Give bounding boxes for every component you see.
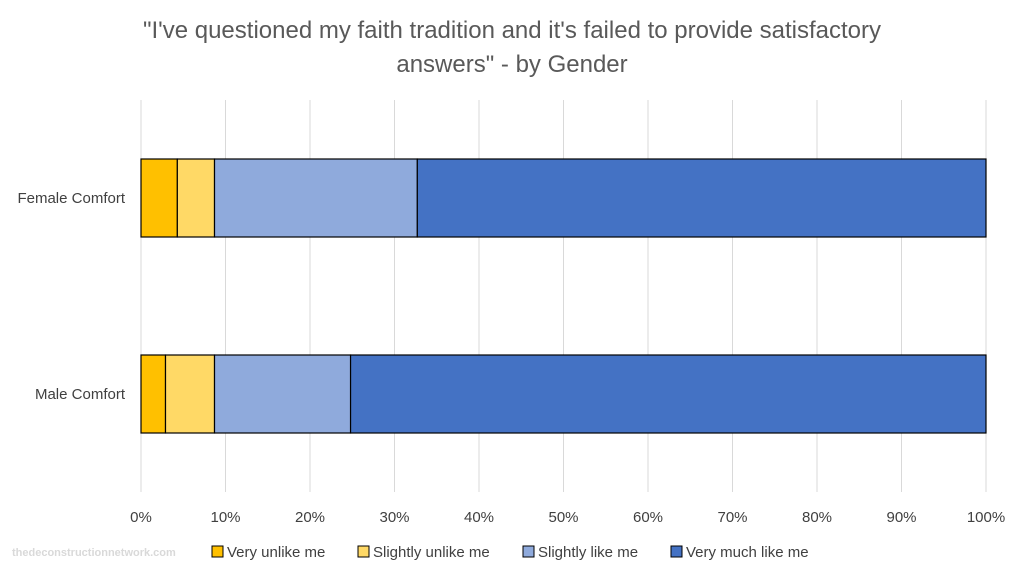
chart-title-line-1: "I've questioned my faith tradition and …: [143, 17, 881, 44]
chart-title-line-2: answers" - by Gender: [396, 51, 627, 78]
x-tick-label: 20%: [295, 509, 325, 526]
category-label: Female Comfort: [17, 190, 125, 207]
bar-segment: [140, 354, 167, 434]
bar-segment: [164, 354, 216, 434]
legend: Very unlike me Slightly unlike me Slightly…: [211, 544, 809, 561]
category-label: Male Comfort: [35, 386, 126, 403]
watermark: thedeconstructionnetwork.com: [12, 547, 176, 559]
legend-label: Very much like me: [686, 544, 809, 561]
legend-swatch: [211, 545, 224, 558]
legend-swatch: [522, 545, 535, 558]
x-tick-label: 90%: [886, 509, 916, 526]
x-tick-label: 50%: [548, 509, 578, 526]
bar-segment: [140, 158, 178, 238]
legend-swatch: [670, 545, 683, 558]
x-tick-label: 40%: [464, 509, 494, 526]
category-labels: Female Comfort Male Comfort: [17, 190, 125, 403]
bars-group: [140, 158, 987, 434]
x-tick-label: 0%: [130, 509, 152, 526]
x-tick-label: 100%: [967, 509, 1005, 526]
legend-label: Slightly unlike me: [373, 544, 490, 561]
x-axis-tick-labels: 0% 10% 20% 30% 40% 50% 60% 70% 80% 90% 100%: [130, 509, 1005, 526]
legend-label: Slightly like me: [538, 544, 638, 561]
x-tick-label: 60%: [633, 509, 663, 526]
legend-label: Very unlike me: [227, 544, 325, 561]
x-tick-label: 30%: [379, 509, 409, 526]
bar-segment: [176, 158, 216, 238]
bar-segment: [349, 354, 987, 434]
bar-segment: [213, 158, 418, 238]
legend-swatch: [357, 545, 370, 558]
x-tick-label: 80%: [802, 509, 832, 526]
x-tick-label: 70%: [717, 509, 747, 526]
bar-segment: [416, 158, 987, 238]
bar-segment: [213, 354, 352, 434]
x-tick-label: 10%: [210, 509, 240, 526]
